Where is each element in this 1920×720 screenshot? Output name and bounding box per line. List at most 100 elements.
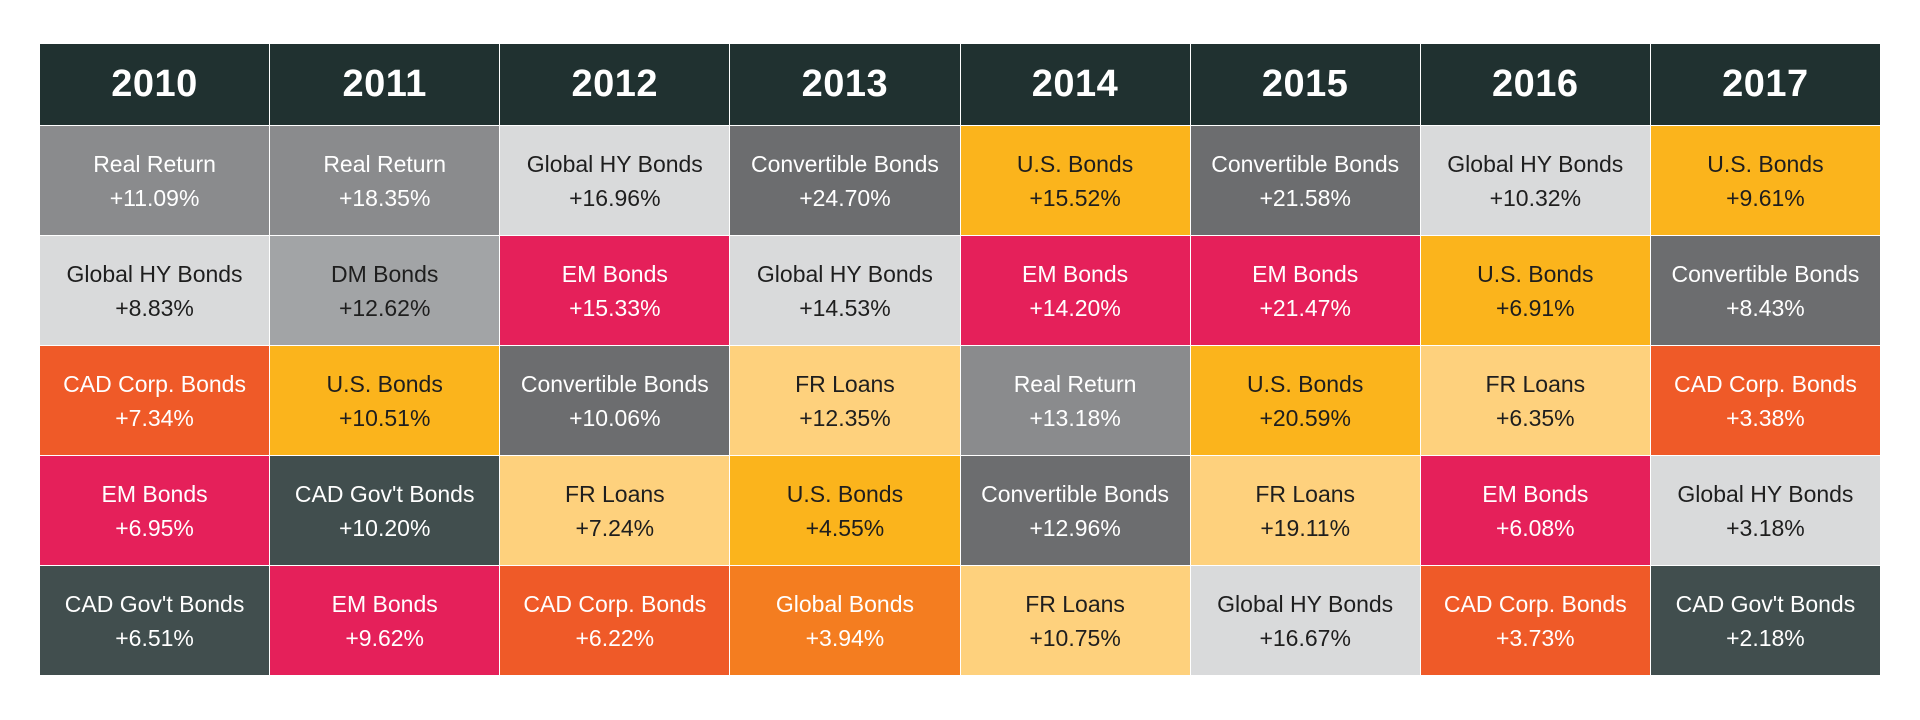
return-cell: FR Loans +12.35%	[730, 346, 960, 455]
return-cell: FR Loans +7.24%	[500, 456, 730, 565]
return-value-label: +2.18%	[1726, 624, 1805, 651]
asset-class-label: EM Bonds	[561, 260, 668, 287]
return-value-label: +6.22%	[575, 624, 655, 651]
asset-class-label: EM Bonds	[1482, 480, 1589, 507]
asset-class-label: CAD Corp. Bonds	[523, 590, 707, 617]
asset-class-label: U.S. Bonds	[1707, 150, 1824, 177]
return-cell: Global HY Bonds +16.67%	[1190, 566, 1420, 675]
year-header: 2010	[40, 44, 270, 125]
return-value-label: +9.62%	[345, 624, 425, 651]
return-value-label: +21.58%	[1259, 184, 1351, 211]
return-value-label: +14.20%	[1029, 294, 1121, 321]
return-value-label: +6.95%	[115, 514, 194, 541]
year-header: 2016	[1420, 44, 1650, 125]
return-cell: FR Loans +6.35%	[1420, 346, 1650, 455]
return-cell: Global HY Bonds +3.18%	[1650, 456, 1880, 565]
return-value-label: +15.52%	[1029, 184, 1121, 211]
asset-class-label: Global HY Bonds	[756, 260, 933, 287]
return-value-label: +9.61%	[1726, 184, 1805, 211]
asset-class-label: CAD Corp. Bonds	[1443, 590, 1627, 617]
return-cell: EM Bonds +21.47%	[1190, 236, 1420, 345]
asset-class-label: Real Return	[1013, 370, 1137, 397]
return-value-label: +11.09%	[109, 184, 200, 211]
return-value-label: +10.32%	[1489, 184, 1582, 211]
return-value-label: +3.38%	[1726, 404, 1805, 431]
return-value-label: +18.35%	[338, 184, 431, 211]
return-cell: Global HY Bonds +16.96%	[500, 126, 730, 235]
asset-class-label: U.S. Bonds	[326, 370, 443, 397]
asset-class-label: Convertible Bonds	[750, 150, 939, 177]
return-value-label: +20.59%	[1259, 404, 1351, 431]
return-value-label: +6.91%	[1495, 294, 1575, 321]
asset-class-label: FR Loans	[1255, 480, 1356, 507]
return-cell: EM Bonds +14.20%	[960, 236, 1190, 345]
return-value-label: +12.62%	[338, 294, 431, 321]
asset-class-label: EM Bonds	[1022, 260, 1129, 287]
asset-class-label: Global HY Bonds	[1677, 480, 1854, 507]
returns-quilt-table: 2010 2011 2012 2013 2014 2015 2016 2017 Real Ret…	[40, 44, 1880, 675]
asset-class-label: U.S. Bonds	[1247, 370, 1364, 397]
return-cell: CAD Corp. Bonds +6.22%	[500, 566, 730, 675]
return-value-label: +7.34%	[115, 404, 194, 431]
return-cell: EM Bonds +9.62%	[270, 566, 500, 675]
return-cell: U.S. Bonds +9.61%	[1650, 126, 1880, 235]
return-cell: Real Return +11.09%	[40, 126, 270, 235]
year-header: 2014	[960, 44, 1190, 125]
return-cell: Global HY Bonds +14.53%	[730, 236, 960, 345]
return-value-label: +16.96%	[569, 184, 661, 211]
asset-class-label: FR Loans	[795, 370, 895, 397]
return-cell: EM Bonds +6.95%	[40, 456, 270, 565]
return-cell: U.S. Bonds +20.59%	[1190, 346, 1420, 455]
return-value-label: +10.06%	[569, 404, 661, 431]
return-value-label: +7.24%	[575, 514, 655, 541]
asset-class-label: CAD Gov't Bonds	[294, 480, 475, 507]
return-cell: CAD Corp. Bonds +7.34%	[40, 346, 270, 455]
asset-class-label: Global HY Bonds	[1447, 150, 1624, 177]
return-cell: CAD Gov't Bonds +2.18%	[1650, 566, 1880, 675]
return-value-label: +16.67%	[1259, 624, 1351, 651]
return-cell: DM Bonds +12.62%	[270, 236, 500, 345]
return-value-label: +14.53%	[799, 294, 891, 321]
year-header: 2012	[500, 44, 730, 125]
return-cell: Global HY Bonds +8.83%	[40, 236, 270, 345]
asset-class-label: Global HY Bonds	[1217, 590, 1394, 617]
asset-class-label: FR Loans	[564, 480, 665, 507]
asset-class-label: CAD Gov't Bonds	[1675, 590, 1856, 617]
return-cell: Real Return +18.35%	[270, 126, 500, 235]
asset-class-label: Global HY Bonds	[526, 150, 703, 177]
return-cell: Convertible Bonds +24.70%	[730, 126, 960, 235]
asset-class-label: CAD Corp. Bonds	[1674, 370, 1857, 397]
return-value-label: +6.08%	[1495, 514, 1575, 541]
return-value-label: +13.18%	[1029, 404, 1121, 431]
return-cell: U.S. Bonds +6.91%	[1420, 236, 1650, 345]
year-header: 2013	[730, 44, 960, 125]
return-cell: Global HY Bonds +10.32%	[1420, 126, 1650, 235]
asset-class-label: U.S. Bonds	[1016, 150, 1134, 177]
return-value-label: +3.94%	[805, 624, 885, 651]
return-value-label: +24.70%	[799, 184, 891, 211]
return-value-label: +3.73%	[1495, 624, 1575, 651]
return-cell: U.S. Bonds +4.55%	[730, 456, 960, 565]
return-cell: Convertible Bonds +10.06%	[500, 346, 730, 455]
asset-class-label: DM Bonds	[331, 260, 439, 287]
return-value-label: +19.11%	[1260, 514, 1351, 541]
return-value-label: +8.83%	[115, 294, 194, 321]
asset-class-label: Convertible Bonds	[981, 480, 1170, 507]
asset-class-label: Convertible Bonds	[520, 370, 709, 397]
asset-class-label: CAD Gov't Bonds	[64, 590, 245, 617]
asset-class-label: CAD Corp. Bonds	[63, 370, 246, 397]
asset-class-label: EM Bonds	[101, 480, 208, 507]
return-cell: U.S. Bonds +10.51%	[270, 346, 500, 455]
return-cell: EM Bonds +15.33%	[500, 236, 730, 345]
asset-class-label: Real Return	[323, 150, 447, 177]
return-value-label: +15.33%	[569, 294, 661, 321]
return-value-label: +21.47%	[1259, 294, 1351, 321]
asset-class-label: EM Bonds	[331, 590, 438, 617]
asset-class-label: EM Bonds	[1252, 260, 1359, 287]
asset-class-label: FR Loans	[1025, 590, 1125, 617]
asset-class-label: U.S. Bonds	[1477, 260, 1594, 287]
return-value-label: +4.55%	[805, 514, 885, 541]
return-value-label: +3.18%	[1726, 514, 1805, 541]
return-cell: Global Bonds +3.94%	[730, 566, 960, 675]
return-cell: CAD Corp. Bonds +3.38%	[1650, 346, 1880, 455]
